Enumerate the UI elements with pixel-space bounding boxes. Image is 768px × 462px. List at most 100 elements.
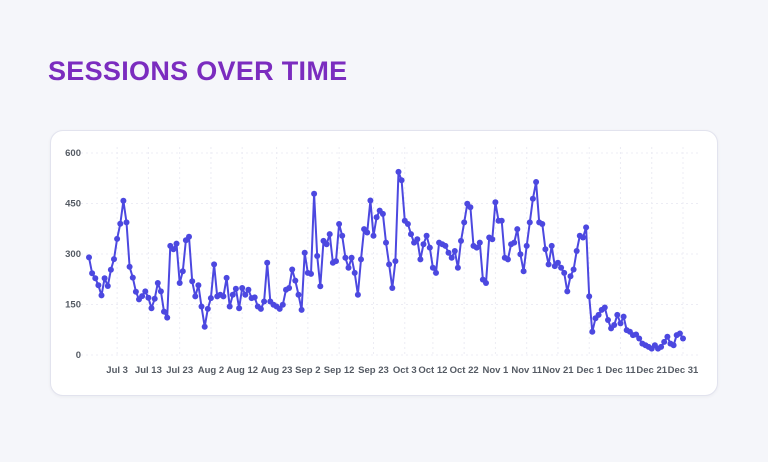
- data-point[interactable]: [664, 333, 671, 340]
- data-point[interactable]: [211, 261, 218, 268]
- data-point[interactable]: [680, 335, 686, 342]
- data-point[interactable]: [220, 293, 227, 300]
- data-point[interactable]: [389, 285, 396, 291]
- data-point[interactable]: [354, 291, 361, 298]
- data-point[interactable]: [286, 285, 293, 291]
- data-point[interactable]: [86, 254, 92, 261]
- data-point[interactable]: [445, 249, 452, 256]
- data-point[interactable]: [223, 274, 230, 281]
- data-point[interactable]: [498, 217, 505, 224]
- data-point[interactable]: [111, 256, 117, 263]
- data-point[interactable]: [533, 179, 540, 185]
- data-point[interactable]: [605, 317, 611, 323]
- data-point[interactable]: [483, 280, 489, 286]
- data-point[interactable]: [386, 261, 393, 268]
- data-point[interactable]: [336, 221, 343, 227]
- data-point[interactable]: [314, 253, 321, 259]
- data-point[interactable]: [529, 195, 536, 202]
- data-point[interactable]: [548, 242, 555, 249]
- data-point[interactable]: [120, 197, 127, 204]
- data-point[interactable]: [276, 305, 283, 312]
- data-point[interactable]: [151, 295, 158, 302]
- data-point[interactable]: [517, 251, 524, 258]
- data-point[interactable]: [98, 292, 105, 299]
- data-point[interactable]: [489, 236, 496, 243]
- data-point[interactable]: [145, 294, 152, 301]
- data-point[interactable]: [345, 264, 352, 271]
- data-point[interactable]: [139, 293, 146, 300]
- data-point[interactable]: [564, 288, 571, 295]
- data-point[interactable]: [454, 264, 461, 271]
- data-point[interactable]: [448, 254, 455, 261]
- data-point[interactable]: [107, 266, 114, 273]
- data-point[interactable]: [458, 237, 464, 244]
- data-point[interactable]: [292, 277, 299, 284]
- data-point[interactable]: [580, 234, 586, 241]
- data-point[interactable]: [342, 254, 349, 261]
- data-point[interactable]: [176, 280, 183, 286]
- data-point[interactable]: [573, 248, 580, 254]
- data-point[interactable]: [123, 219, 130, 226]
- data-point[interactable]: [617, 320, 624, 327]
- data-point[interactable]: [229, 291, 236, 298]
- data-point[interactable]: [170, 246, 177, 253]
- data-point[interactable]: [126, 263, 133, 270]
- data-point[interactable]: [367, 197, 374, 204]
- data-point[interactable]: [379, 210, 386, 217]
- data-point[interactable]: [511, 239, 518, 246]
- data-point[interactable]: [257, 305, 264, 312]
- data-point[interactable]: [261, 298, 268, 305]
- data-point[interactable]: [239, 285, 246, 291]
- data-point[interactable]: [554, 259, 561, 266]
- data-point[interactable]: [373, 214, 380, 221]
- data-point[interactable]: [333, 258, 339, 265]
- data-point[interactable]: [204, 305, 211, 312]
- data-point[interactable]: [95, 282, 102, 289]
- data-point[interactable]: [392, 258, 399, 265]
- data-point[interactable]: [545, 261, 552, 268]
- data-point[interactable]: [383, 239, 389, 246]
- data-point[interactable]: [226, 303, 233, 310]
- data-point[interactable]: [601, 304, 608, 311]
- data-point[interactable]: [348, 254, 355, 261]
- data-point[interactable]: [570, 266, 577, 273]
- data-point[interactable]: [161, 308, 167, 315]
- data-point[interactable]: [408, 231, 414, 238]
- data-point[interactable]: [326, 231, 333, 238]
- data-point[interactable]: [89, 270, 96, 277]
- data-point[interactable]: [417, 256, 424, 263]
- data-point[interactable]: [429, 264, 436, 271]
- data-point[interactable]: [154, 280, 161, 286]
- data-point[interactable]: [164, 314, 171, 321]
- data-point[interactable]: [514, 226, 521, 233]
- data-point[interactable]: [658, 343, 665, 350]
- data-point[interactable]: [245, 286, 252, 293]
- data-point[interactable]: [398, 177, 405, 184]
- data-point[interactable]: [611, 322, 618, 328]
- data-point[interactable]: [523, 242, 530, 249]
- data-point[interactable]: [461, 219, 468, 226]
- data-point[interactable]: [201, 323, 208, 330]
- data-point[interactable]: [358, 256, 364, 263]
- data-point[interactable]: [232, 285, 239, 292]
- data-point[interactable]: [492, 199, 499, 206]
- data-point[interactable]: [589, 328, 596, 335]
- data-point[interactable]: [236, 305, 243, 312]
- data-point[interactable]: [476, 239, 483, 246]
- data-point[interactable]: [173, 240, 180, 247]
- data-point[interactable]: [323, 241, 330, 248]
- data-point[interactable]: [636, 335, 643, 342]
- data-point[interactable]: [148, 305, 155, 312]
- data-point[interactable]: [295, 291, 302, 298]
- data-point[interactable]: [395, 168, 402, 175]
- data-point[interactable]: [567, 273, 574, 280]
- data-point[interactable]: [339, 232, 346, 239]
- data-point[interactable]: [364, 229, 371, 236]
- data-point[interactable]: [298, 306, 305, 313]
- data-point[interactable]: [189, 278, 196, 285]
- data-point[interactable]: [92, 275, 99, 282]
- data-point[interactable]: [279, 301, 286, 308]
- data-point[interactable]: [426, 244, 433, 251]
- data-point[interactable]: [142, 288, 149, 295]
- data-point[interactable]: [251, 294, 258, 301]
